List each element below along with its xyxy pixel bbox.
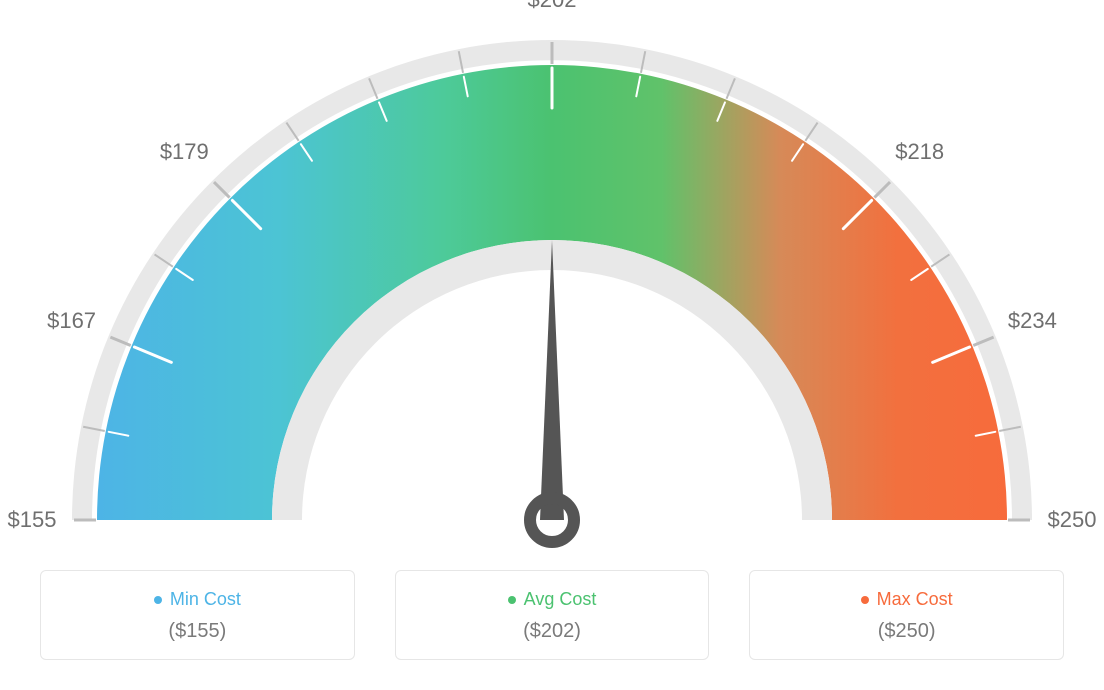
legend-title-text: Max Cost [877,589,953,610]
legend-card: Avg Cost ($202) [395,570,710,660]
gauge-chart: $155 $167 $179 $202 $218 $234 $250 [0,0,1104,560]
legend-value: ($250) [760,620,1053,643]
legend-value: ($155) [51,620,344,643]
legend-title: Min Cost [154,589,241,610]
legend-dot-icon [154,596,162,604]
legend-dot-icon [861,596,869,604]
gauge-tick-label: $218 [895,139,944,165]
gauge-svg [0,0,1104,560]
gauge-tick-label: $167 [47,308,96,334]
legend-card: Min Cost ($155) [40,570,355,660]
legend-row: Min Cost ($155) Avg Cost ($202) Max Cost ($25… [0,570,1104,660]
legend-title-text: Min Cost [170,589,241,610]
legend-dot-icon [508,596,516,604]
gauge-tick-label: $155 [8,507,57,533]
gauge-tick-label: $234 [1008,308,1057,334]
legend-value: ($202) [406,620,699,643]
gauge-tick-label: $179 [160,139,209,165]
gauge-tick-label: $202 [528,0,577,13]
legend-title: Max Cost [861,589,953,610]
legend-title-text: Avg Cost [524,589,597,610]
gauge-tick-label: $250 [1048,507,1097,533]
legend-card: Max Cost ($250) [749,570,1064,660]
legend-title: Avg Cost [508,589,597,610]
